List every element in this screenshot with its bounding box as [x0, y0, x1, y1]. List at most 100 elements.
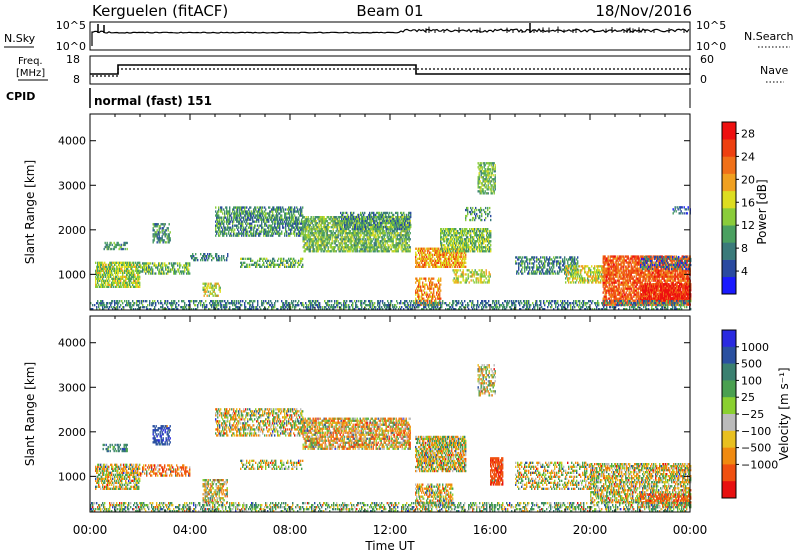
- heatmap-cell: [490, 190, 492, 193]
- heatmap-cell: [452, 250, 454, 253]
- heatmap-cell: [482, 250, 484, 253]
- heatmap-cell: [376, 250, 378, 253]
- heatmap-cell: [311, 220, 313, 223]
- heatmap-cell: [294, 265, 296, 268]
- heatmap-cell: [305, 226, 307, 229]
- heatmap-cell: [447, 265, 449, 268]
- heatmap-cell: [283, 222, 285, 225]
- heatmap-cell: [271, 234, 273, 237]
- heatmap-cell: [195, 257, 197, 260]
- heatmap-cell: [262, 259, 264, 262]
- heatmap-cell: [123, 241, 125, 245]
- heatmap-cell: [320, 250, 322, 253]
- heatmap-cell: [302, 220, 304, 223]
- heatmap-cell: [467, 273, 469, 276]
- heatmap-cell: [319, 228, 321, 231]
- heatmap-cell: [338, 218, 340, 221]
- heatmap-cell: [436, 285, 438, 288]
- heatmap-cell: [454, 228, 456, 231]
- heatmap-cell: [287, 208, 289, 211]
- heatmap-cell: [477, 166, 479, 169]
- heatmap-cell: [363, 222, 365, 225]
- heatmap-cell: [163, 272, 165, 275]
- heatmap-cell: [416, 277, 418, 280]
- heatmap-cell: [300, 214, 302, 217]
- heatmap-cell: [384, 221, 386, 225]
- heatmap-cell: [129, 279, 131, 282]
- heatmap-cell: [350, 234, 352, 237]
- heatmap-cell: [214, 294, 216, 297]
- heatmap-cell: [465, 255, 467, 258]
- heatmap-cell: [225, 226, 227, 229]
- heatmap-cell: [383, 238, 385, 241]
- heatmap-cell: [418, 297, 420, 300]
- heatmap-cell: [288, 232, 290, 235]
- heatmap-cell: [516, 270, 518, 273]
- heatmap-cell: [344, 217, 346, 221]
- heatmap-cell: [383, 234, 385, 237]
- heatmap-cell: [479, 236, 481, 239]
- heatmap-cell: [362, 217, 364, 221]
- heatmap-cell: [470, 232, 472, 235]
- heatmap-cell: [487, 176, 489, 179]
- heatmap-cell: [518, 258, 520, 261]
- heatmap-cell: [352, 244, 354, 247]
- heatmap-cell: [300, 210, 302, 213]
- heatmap-cell: [396, 234, 398, 237]
- heatmap-cell: [353, 222, 355, 225]
- heatmap-cell: [182, 270, 184, 273]
- heatmap-cell: [175, 262, 177, 265]
- heatmap-cell: [494, 178, 496, 181]
- heatmap-cell: [317, 236, 319, 239]
- heatmap-cell: [332, 250, 334, 253]
- heatmap-cell: [315, 220, 317, 223]
- heatmap-cell: [288, 234, 290, 237]
- heatmap-cell: [473, 232, 475, 235]
- heatmap-cell: [405, 219, 407, 223]
- heatmap-cell: [485, 210, 487, 214]
- heatmap-cell: [116, 277, 118, 280]
- heatmap-cell: [481, 176, 483, 179]
- heatmap-cell: [295, 218, 297, 221]
- noise-frame: [89, 21, 691, 51]
- heatmap-cell: [400, 246, 402, 249]
- heatmap-cell: [338, 226, 340, 229]
- heatmap-cell: [480, 208, 482, 212]
- heatmap-cell: [518, 256, 520, 259]
- heatmap-cell: [264, 257, 266, 260]
- heatmap-cell: [349, 238, 351, 241]
- heatmap-cell: [241, 226, 243, 229]
- heatmap-cell: [341, 234, 343, 237]
- heatmap-cell: [100, 263, 102, 266]
- heatmap-cell: [289, 218, 291, 221]
- heatmap-cell: [322, 236, 324, 239]
- heatmap-cell: [123, 279, 125, 282]
- heatmap-cell: [461, 250, 463, 253]
- heatmap-cell: [407, 234, 409, 237]
- heatmap-cell: [476, 277, 478, 280]
- heatmap-cell: [281, 257, 283, 260]
- heatmap-cell: [479, 170, 481, 173]
- heatmap-cell: [283, 218, 285, 221]
- heatmap-cell: [450, 263, 452, 266]
- heatmap-cell: [467, 236, 469, 239]
- heatmap-cell: [357, 219, 359, 223]
- heatmap-cell: [139, 283, 141, 286]
- heatmap-cell: [442, 238, 444, 241]
- heatmap-cell: [251, 222, 253, 225]
- heatmap-cell: [385, 213, 387, 217]
- heatmap-cell: [420, 247, 422, 250]
- heatmap-cell: [108, 243, 110, 247]
- heatmap-cell: [268, 230, 270, 233]
- heatmap-cell: [372, 211, 374, 215]
- heatmap-cell: [446, 236, 448, 239]
- heatmap-cell: [379, 211, 381, 215]
- heatmap-cell: [372, 224, 374, 227]
- heatmap-cell: [235, 234, 237, 237]
- heatmap-cell: [378, 211, 380, 215]
- heatmap-cell: [233, 216, 235, 219]
- heatmap-cell: [344, 234, 346, 237]
- heatmap-cell: [426, 283, 428, 286]
- heatmap-cell: [439, 287, 441, 290]
- heatmap-cell: [367, 215, 369, 219]
